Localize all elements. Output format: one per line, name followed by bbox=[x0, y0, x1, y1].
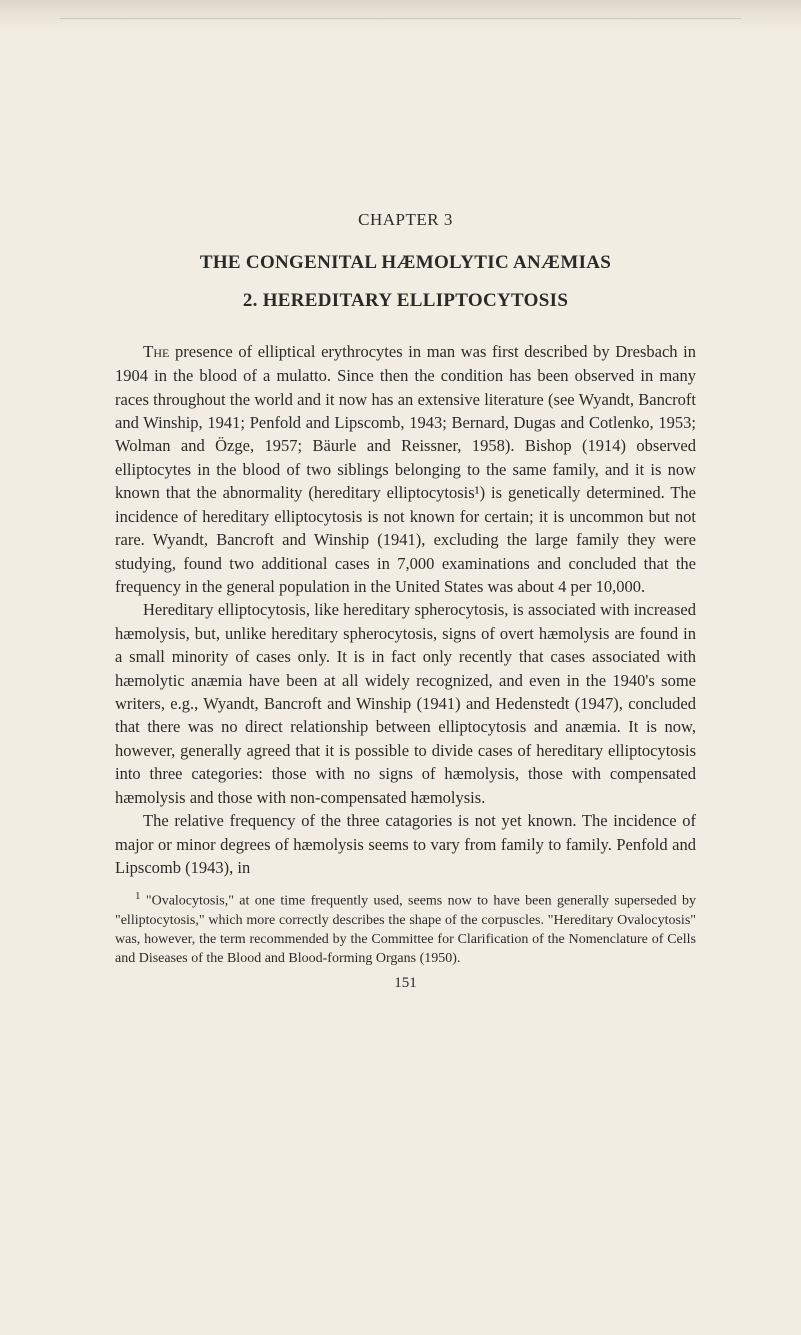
lead-word: The bbox=[143, 342, 169, 361]
chapter-title: THE CONGENITAL HÆMOLYTIC ANÆMIAS bbox=[115, 252, 696, 274]
page-number: 151 bbox=[115, 975, 696, 992]
paragraph-2: Hereditary elliptocytosis, like heredita… bbox=[115, 598, 696, 809]
paragraph-3: The relative frequency of the three cata… bbox=[115, 809, 696, 879]
paragraph-1: The presence of elliptical erythrocytes … bbox=[115, 340, 696, 598]
page-container: CHAPTER 3 THE CONGENITAL HÆMOLYTIC ANÆMI… bbox=[0, 0, 801, 1335]
paragraph-1-text: presence of elliptical erythrocytes in m… bbox=[115, 342, 696, 596]
footnote-text: "Ovalocytosis," at one time frequently u… bbox=[115, 894, 696, 966]
section-title: 2. HEREDITARY ELLIPTOCYTOSIS bbox=[115, 290, 696, 312]
footnote-1: 1 "Ovalocytosis," at one time frequently… bbox=[115, 889, 696, 968]
chapter-label: CHAPTER 3 bbox=[115, 210, 696, 230]
